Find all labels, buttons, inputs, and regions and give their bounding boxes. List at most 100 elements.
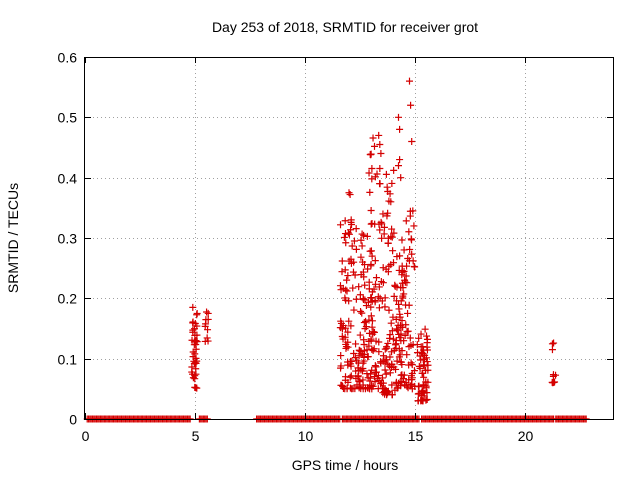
- data-point: [376, 140, 384, 148]
- data-point: [350, 349, 358, 357]
- data-point: [372, 274, 380, 282]
- data-point: [393, 357, 401, 365]
- data-point: [397, 284, 405, 292]
- data-point: [423, 395, 431, 403]
- data-point: [371, 142, 378, 150]
- data-point: [407, 101, 415, 109]
- data-point: [398, 377, 406, 385]
- data-point: [350, 237, 358, 245]
- data-point: [550, 339, 558, 347]
- data-point: [420, 381, 428, 389]
- data-point: [350, 306, 358, 314]
- data-point: [375, 304, 383, 312]
- data-point: [380, 384, 388, 392]
- data-point: [357, 347, 365, 355]
- data-point: [375, 283, 383, 291]
- data-point: [421, 351, 429, 359]
- data-point: [368, 366, 376, 374]
- data-point: [423, 358, 431, 366]
- data-point: [409, 207, 417, 215]
- data-point: [342, 324, 350, 332]
- data-point: [366, 247, 374, 255]
- data-point: [338, 333, 346, 341]
- data-point: [368, 175, 376, 183]
- data-point: [351, 354, 359, 362]
- data-point: [375, 348, 383, 356]
- data-point: [192, 370, 200, 378]
- data-point: [406, 334, 414, 342]
- data-point: [358, 242, 366, 250]
- data-point: [395, 162, 402, 170]
- data-point: [189, 303, 197, 311]
- y-tick-label: 0.6: [58, 50, 78, 66]
- data-point: [423, 346, 431, 354]
- data-point: [409, 257, 417, 265]
- data-point: [360, 336, 368, 344]
- data-point: [339, 385, 347, 393]
- data-point: [367, 262, 375, 270]
- data-point: [360, 351, 368, 359]
- data-point: [352, 225, 360, 233]
- data-point: [393, 325, 401, 333]
- data-point: [387, 233, 395, 241]
- data-point: [342, 239, 350, 247]
- data-point: [357, 236, 365, 244]
- data-point: [354, 372, 362, 380]
- data-point: [410, 367, 418, 375]
- data-point: [353, 357, 361, 365]
- data-point: [360, 231, 368, 239]
- data-point: [375, 338, 383, 346]
- data-point: [550, 378, 558, 386]
- data-point: [382, 170, 390, 178]
- data-point: [345, 317, 353, 325]
- data-point: [403, 262, 411, 270]
- data-point: [346, 191, 354, 199]
- data-point: [371, 257, 379, 265]
- data-point: [189, 318, 197, 326]
- data-point: [191, 359, 199, 367]
- data-point: [398, 347, 406, 355]
- axes: 0 0.1 0.2 0.3 0.4 0.5 0.6 0 5 10 15 20: [58, 50, 613, 444]
- data-point: [386, 362, 394, 370]
- data-point: [367, 303, 375, 311]
- data-point: [390, 166, 398, 174]
- data-point: [420, 373, 428, 381]
- data-point: [188, 336, 196, 344]
- data-point: [417, 330, 425, 338]
- data-point: [400, 267, 408, 275]
- data-point: [204, 315, 212, 323]
- data-point: [419, 355, 427, 363]
- data-point: [423, 339, 431, 347]
- data-point: [347, 322, 355, 330]
- data-point: [415, 334, 423, 342]
- data-point: [355, 352, 363, 360]
- data-point: [383, 344, 391, 352]
- data-point: [367, 294, 375, 302]
- data-point: [193, 357, 201, 365]
- data-point: [384, 239, 392, 247]
- data-point: [368, 323, 376, 331]
- data-point: [391, 341, 399, 349]
- data-point: [352, 295, 360, 303]
- data-point: [378, 220, 386, 228]
- data-point: [361, 296, 369, 304]
- data-point: [386, 331, 394, 339]
- data-point: [403, 279, 411, 287]
- data-point: [393, 384, 401, 392]
- data-point: [191, 338, 199, 346]
- data-point: [383, 389, 391, 397]
- data-point: [338, 268, 346, 276]
- data-point: [406, 77, 413, 85]
- data-point: [381, 303, 389, 311]
- data-point: [402, 272, 410, 280]
- x-axis-label: GPS time / hours: [292, 457, 399, 473]
- data-point: [352, 340, 360, 348]
- data-point: [365, 169, 373, 177]
- data-point: [403, 351, 411, 359]
- data-point: [549, 372, 557, 380]
- data-point: [382, 388, 390, 396]
- data-point: [341, 294, 349, 302]
- x-tick-label: 0: [82, 428, 90, 444]
